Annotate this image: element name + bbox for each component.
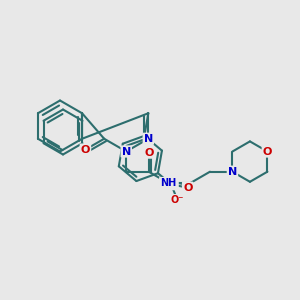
Text: N⁺: N⁺: [164, 179, 178, 189]
Text: O: O: [183, 183, 192, 193]
Text: O⁻: O⁻: [171, 195, 184, 205]
Text: O: O: [144, 148, 153, 158]
Text: O: O: [263, 146, 272, 157]
Text: O: O: [81, 145, 90, 154]
Text: N: N: [228, 167, 237, 177]
Text: N: N: [144, 134, 153, 144]
Text: NH: NH: [160, 178, 176, 188]
Text: N: N: [122, 146, 131, 157]
